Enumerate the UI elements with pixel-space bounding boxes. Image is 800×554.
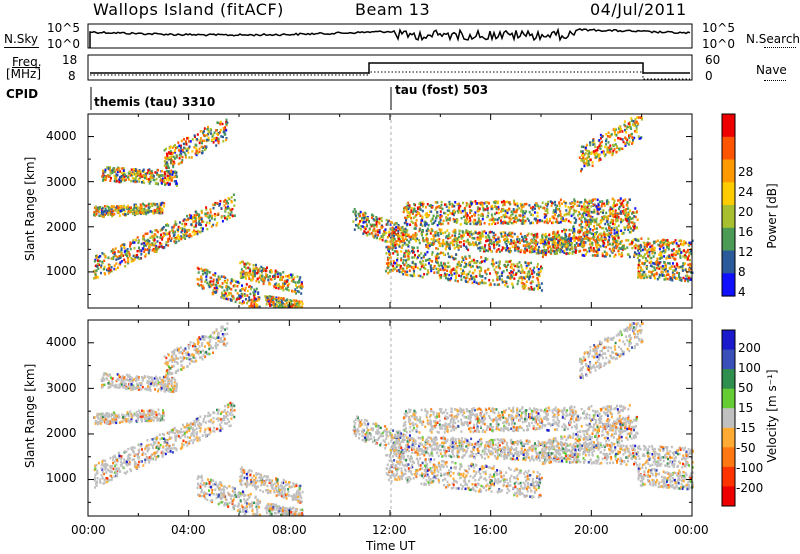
vel-cbar-tick-m50: -50 xyxy=(736,441,756,455)
beam-title: Beam 13 xyxy=(355,0,431,19)
noise-left-tick-low: 10^0 xyxy=(47,37,80,51)
velocity-scatter xyxy=(93,322,694,517)
nave-trace xyxy=(90,71,690,80)
power-cbar-tick-16: 16 xyxy=(738,225,754,239)
velocity-ytick-3000: 3000 xyxy=(46,381,77,395)
power-cbar-tick-4: 4 xyxy=(738,285,746,299)
freq-tick-low: 8 xyxy=(68,69,76,83)
noise-left-tick-high: 10^5 xyxy=(47,21,80,35)
xtick-12: 12:00 xyxy=(372,523,407,537)
xtick-04: 04:00 xyxy=(171,523,206,537)
power-ytick-4000: 4000 xyxy=(46,129,77,143)
power-ytick-2000: 2000 xyxy=(46,220,77,234)
nave-dots xyxy=(764,80,786,81)
power-colorbar xyxy=(721,113,736,297)
vel-cbar-label: Velocity [m s⁻¹] xyxy=(765,369,779,463)
freq-tick-high: 18 xyxy=(62,53,78,67)
freq-panel-frame xyxy=(87,54,693,81)
xtick-08: 08:00 xyxy=(272,523,307,537)
power-ytick-3000: 3000 xyxy=(46,175,77,189)
power-cbar-tick-8: 8 xyxy=(738,265,746,279)
freq-unit-label: [MHz] xyxy=(6,67,42,81)
power-ylabel: Slant Range [km] xyxy=(23,156,37,261)
cpid-program-1: themis (tau) 3310 xyxy=(94,95,216,109)
vel-cbar-tick-m200: -200 xyxy=(736,481,764,495)
noise-left-underline xyxy=(4,47,39,48)
noise-right-label: N.Search xyxy=(746,32,800,46)
noise-right-dots xyxy=(764,47,796,48)
nave-tick-high: 60 xyxy=(705,53,721,67)
power-scatter xyxy=(93,116,694,309)
power-cbar-tick-12: 12 xyxy=(738,245,754,259)
nave-label: Nave xyxy=(756,63,787,77)
power-ytick-1000: 1000 xyxy=(46,264,77,278)
xtick-24: 00:00 xyxy=(674,523,709,537)
freq-label-underline xyxy=(12,67,40,68)
power-cbar-tick-20: 20 xyxy=(738,205,754,219)
velocity-ylabel: Slant Range [km] xyxy=(23,363,37,468)
nave-tick-low: 0 xyxy=(705,69,713,83)
vel-cbar-tick-m100: -100 xyxy=(736,461,764,475)
station-title: Wallops Island (fitACF) xyxy=(93,0,284,19)
velocity-tick-marks xyxy=(87,319,693,516)
noise-right-tick-low: 10^0 xyxy=(702,37,735,51)
vel-cbar-tick-15: 15 xyxy=(738,401,754,415)
power-cbar-tick-24: 24 xyxy=(738,185,754,199)
cpid-program-2: tau (fost) 503 xyxy=(395,83,489,97)
power-cbar-label: Power [dB] xyxy=(765,183,779,249)
velocity-ytick-2000: 2000 xyxy=(46,426,77,440)
velocity-colorbar xyxy=(721,329,736,507)
freq-trace xyxy=(90,62,690,74)
noise-left-label: N.Sky xyxy=(4,32,39,46)
noise-panel-frame xyxy=(87,23,693,49)
vel-cbar-tick-50: 50 xyxy=(738,381,754,395)
xtick-20: 20:00 xyxy=(574,523,609,537)
vel-cbar-tick-m15: -15 xyxy=(736,421,756,435)
freq-label: Freq. xyxy=(12,55,42,69)
noise-trace xyxy=(89,27,691,48)
vel-cbar-tick-200: 200 xyxy=(738,341,761,355)
noise-right-tick-high: 10^5 xyxy=(702,21,735,35)
power-cbar-tick-28: 28 xyxy=(738,165,754,179)
vel-cbar-tick-100: 100 xyxy=(738,361,761,375)
date-title: 04/Jul/2011 xyxy=(590,0,687,19)
xtick-16: 16:00 xyxy=(473,523,508,537)
velocity-ytick-1000: 1000 xyxy=(46,471,77,485)
cpid-label: CPID xyxy=(6,87,39,101)
velocity-ytick-4000: 4000 xyxy=(46,335,77,349)
xtick-00: 00:00 xyxy=(71,523,106,537)
xlabel: Time UT xyxy=(366,539,416,553)
power-tick-marks xyxy=(87,113,693,308)
